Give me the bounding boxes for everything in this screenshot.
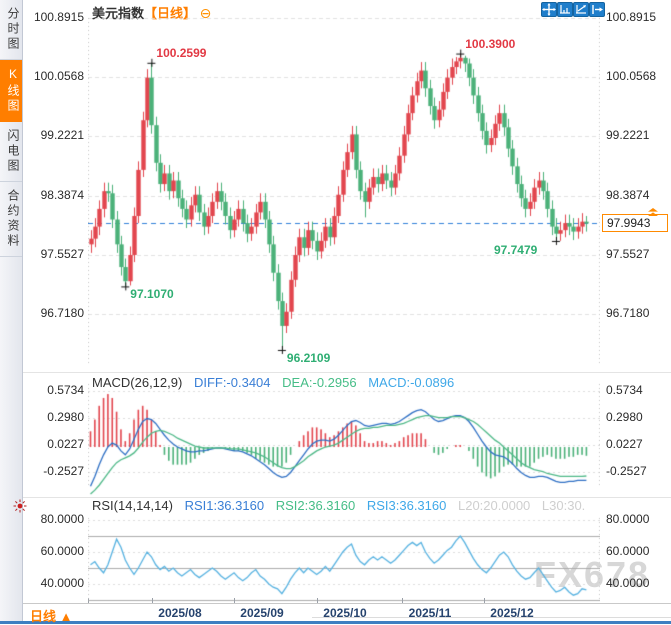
axis-tick-label: 98.3874 xyxy=(40,187,84,202)
axis-tick-label: 96.7180 xyxy=(40,305,84,320)
axis-tick-label: 0.5734 xyxy=(606,382,643,397)
axis-tick xyxy=(234,598,235,603)
rsi1-value: RSI1:36.3160 xyxy=(184,498,265,513)
triangle-up-icon: ▲ xyxy=(59,609,73,624)
axis-tick-label: 96.7180 xyxy=(606,305,650,320)
annotation-low: 96.2109 xyxy=(286,350,331,365)
axis-tick xyxy=(152,598,153,603)
bottom-border xyxy=(0,621,671,624)
axis-tick-label: 99.2221 xyxy=(40,128,84,143)
rsi3-value: RSI3:36.3160 xyxy=(366,498,447,513)
axis-tick-label: 40.0000 xyxy=(606,576,650,590)
annotation-high: 100.3900 xyxy=(465,36,516,51)
axis-tick-label: -0.2527 xyxy=(43,463,84,478)
sidebar-item-timeline[interactable]: 分时图 xyxy=(0,0,22,60)
macd-header: MACD(26,12,9) DIFF:-0.3404 DEA:-0.2956 M… xyxy=(92,375,462,390)
axis-tick-label: 100.0568 xyxy=(33,69,84,84)
annotation-low: 97.7479 xyxy=(493,242,538,257)
axis-tick-label: 0.0227 xyxy=(47,436,84,451)
axis-tick xyxy=(402,598,403,603)
axis-tick-label: 60.0000 xyxy=(606,544,650,558)
axis-tick xyxy=(484,598,485,603)
x-axis-month-label: 2025/09 xyxy=(240,606,284,620)
sidebar-item-contract-info[interactable]: 合约资料 xyxy=(0,182,22,257)
macd-macd-value: MACD:-0.0896 xyxy=(368,375,455,390)
axis-tick-label: 0.2980 xyxy=(606,409,643,424)
x-axis-month-label: 2025/10 xyxy=(323,606,367,620)
axis-tick-label: 97.5527 xyxy=(606,246,650,261)
axis-tick xyxy=(317,598,318,603)
rsi2-value: RSI2:36.3160 xyxy=(275,498,356,513)
annotation-high: 100.2599 xyxy=(156,45,207,60)
sidebar: 分时图 K线图 闪电图 合约资料 xyxy=(0,0,23,622)
axis-tick-label: 100.8915 xyxy=(33,10,84,24)
annotation-low: 97.1070 xyxy=(130,287,174,302)
axis-tick-label: 0.0227 xyxy=(606,436,643,451)
axis-tick-label: 80.0000 xyxy=(606,512,650,526)
axis-tick-label: 100.8915 xyxy=(606,10,657,24)
panel-separator xyxy=(23,497,671,498)
axis-tick-label: -0.2527 xyxy=(606,463,647,478)
rsi-header: RSI(14,14,14) RSI1:36.3160 RSI2:36.3160 … xyxy=(92,498,593,513)
sidebar-item-lightning[interactable]: 闪电图 xyxy=(0,122,22,182)
axis-tick-label: 100.0568 xyxy=(606,69,657,84)
macd-params: MACD(26,12,9) xyxy=(92,375,183,390)
rsi-l30-value: L30:30. xyxy=(541,498,586,513)
axis-tick-label: 40.0000 xyxy=(40,576,84,590)
axis-tick-label: 97.5527 xyxy=(40,246,84,261)
axis-tick-label: 0.5734 xyxy=(47,382,84,397)
scroll-track xyxy=(312,617,671,618)
macd-chart[interactable] xyxy=(88,376,600,496)
price-up-arrow-icon xyxy=(647,204,659,217)
rsi-l20-value: L20:20.0000 xyxy=(457,498,531,513)
macd-dea-value: DEA:-0.2956 xyxy=(282,375,357,390)
period-selector-label: 日线 xyxy=(30,609,57,624)
axis-tick-label: 99.2221 xyxy=(606,128,650,143)
period-selector[interactable]: 日线 ▲ xyxy=(30,606,73,625)
x-axis-month-label: 2025/08 xyxy=(158,606,202,620)
axis-tick-label: 0.2980 xyxy=(47,409,84,424)
indicator-settings-icon[interactable] xyxy=(13,499,27,513)
candlestick-chart[interactable] xyxy=(88,12,600,370)
current-price-tag: 97.9943 xyxy=(602,214,668,233)
axis-tick-label: 98.3874 xyxy=(606,187,650,202)
axis-tick-label: 80.0000 xyxy=(40,512,84,526)
panel-separator xyxy=(23,372,671,373)
rsi-params: RSI(14,14,14) xyxy=(92,498,173,513)
sidebar-item-kline[interactable]: K线图 xyxy=(0,60,22,122)
axis-tick-label: 60.0000 xyxy=(40,544,84,558)
rsi-chart[interactable] xyxy=(88,508,600,604)
x-axis-month-label: 2025/12 xyxy=(490,606,534,620)
macd-diff-value: DIFF:-0.3404 xyxy=(193,375,271,390)
x-axis-month-label: 2025/11 xyxy=(408,606,452,620)
